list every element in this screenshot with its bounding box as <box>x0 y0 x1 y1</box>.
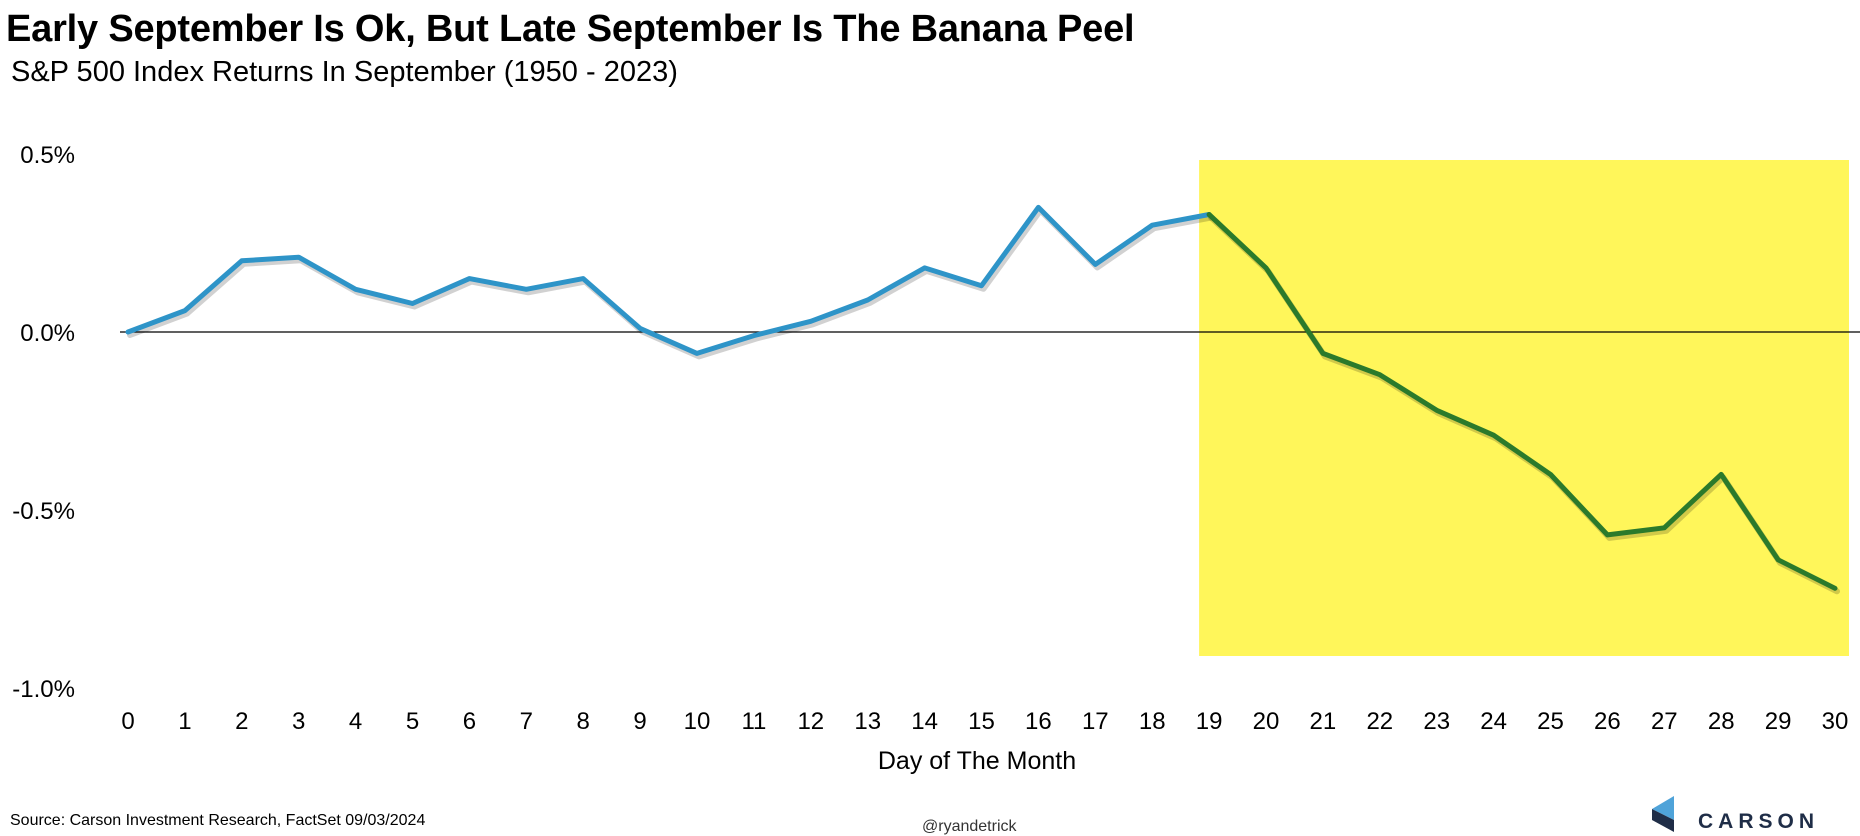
data-point <box>1036 205 1041 210</box>
x-tick-label: 17 <box>1082 708 1109 735</box>
x-tick-label: 24 <box>1480 708 1507 735</box>
x-tick-label: 16 <box>1025 708 1052 735</box>
data-point <box>1206 212 1212 217</box>
x-tick-label: 10 <box>684 708 711 735</box>
carson-logo-icon <box>1652 796 1674 832</box>
data-point <box>751 333 757 338</box>
x-tick-label: 0 <box>121 708 134 735</box>
data-point <box>865 297 870 303</box>
y-tick-label: 0.0% <box>20 320 75 347</box>
data-point <box>808 319 813 324</box>
x-tick-label: 2 <box>235 708 248 735</box>
x-tick-label: 19 <box>1196 708 1223 735</box>
x-tick-label: 14 <box>911 708 938 735</box>
data-point <box>1719 472 1724 477</box>
x-tick-label: 27 <box>1651 708 1678 735</box>
data-point <box>296 255 301 260</box>
data-point <box>1150 223 1155 228</box>
x-tick-label: 18 <box>1139 708 1166 735</box>
x-tick-label: 25 <box>1537 708 1564 735</box>
data-point <box>1491 433 1496 438</box>
x-tick-label: 28 <box>1708 708 1735 735</box>
source-note: Source: Carson Investment Research, Fact… <box>10 812 426 829</box>
x-tick-label: 11 <box>741 708 766 735</box>
x-tick-label: 4 <box>349 708 362 735</box>
x-tick-label: 9 <box>633 708 646 735</box>
x-tick-label: 29 <box>1765 708 1792 735</box>
data-point <box>1605 532 1610 538</box>
data-point <box>581 276 586 281</box>
data-point <box>239 258 244 263</box>
data-point <box>1548 472 1553 477</box>
y-tick-label: 0.5% <box>20 142 75 169</box>
chart-subtitle: S&P 500 Index Returns In September (1950… <box>11 56 678 88</box>
x-tick-label: 26 <box>1594 708 1621 735</box>
data-point <box>125 329 131 335</box>
x-tick-label: 13 <box>854 708 881 735</box>
x-axis-label: Day of The Month <box>878 747 1076 775</box>
data-point <box>1662 525 1667 530</box>
data-point <box>979 283 984 288</box>
logo-text: CARSON <box>1698 810 1820 833</box>
chart-title: Early September Is Ok, But Late Septembe… <box>6 8 1135 50</box>
x-tick-label: 6 <box>463 708 476 735</box>
data-point <box>1832 586 1838 591</box>
x-tick-label: 30 <box>1822 708 1849 735</box>
author-handle: @ryandetrick <box>922 818 1017 835</box>
data-point <box>1263 265 1269 271</box>
late-september-highlight <box>1199 160 1849 656</box>
data-point <box>1775 557 1781 563</box>
x-tick-label: 20 <box>1253 708 1280 735</box>
x-tick-label: 5 <box>406 708 419 735</box>
y-tick-label: -0.5% <box>12 498 75 525</box>
data-point <box>1377 372 1383 377</box>
data-point <box>353 287 358 292</box>
data-point <box>694 351 700 356</box>
series-line-late-september <box>1206 212 1838 591</box>
x-tick-label: 22 <box>1366 708 1393 735</box>
y-tick-label: -1.0% <box>12 676 75 703</box>
x-tick-label: 21 <box>1310 708 1337 735</box>
series-shadow <box>127 207 1215 360</box>
x-tick-label: 1 <box>178 708 191 735</box>
data-point <box>182 308 188 313</box>
x-tick-label: 23 <box>1423 708 1450 735</box>
x-tick-label: 15 <box>968 708 995 735</box>
x-tick-label: 3 <box>292 708 305 735</box>
data-point <box>524 287 529 292</box>
data-point <box>1434 408 1439 413</box>
x-tick-label: 7 <box>520 708 533 735</box>
data-point <box>922 265 927 271</box>
carson-logo: CARSON <box>1652 796 1820 833</box>
data-point <box>467 276 472 281</box>
data-point <box>637 326 643 331</box>
data-point <box>1093 262 1098 267</box>
data-point <box>410 301 415 306</box>
data-point <box>1320 351 1326 356</box>
series-line-early-september <box>125 204 1212 356</box>
x-tick-label: 12 <box>797 708 824 735</box>
x-tick-label: 8 <box>577 708 590 735</box>
